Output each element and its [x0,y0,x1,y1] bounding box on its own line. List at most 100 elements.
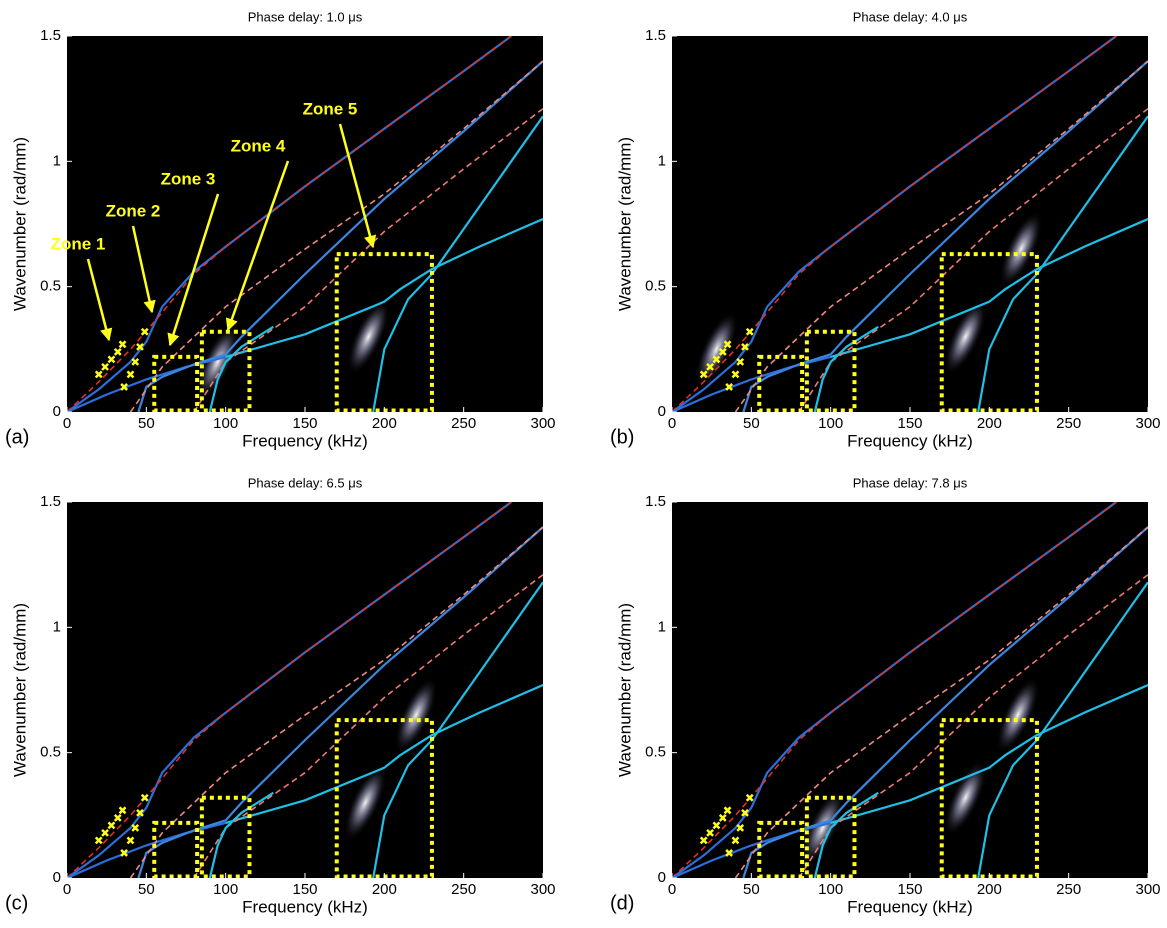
dispersion-curve [129,60,543,412]
y-tick-label: 1 [53,618,61,635]
x-tick-label: 300 [1135,881,1160,898]
y-tick-label: 0.5 [645,744,666,761]
x-tick-label: 250 [1056,881,1081,898]
heatmap-peak [999,210,1043,288]
dispersion-curve [372,115,543,412]
zone-label: Zone 5 [303,99,358,118]
y-tick-label: 0 [53,869,61,886]
x-tick-label: 200 [372,881,397,898]
zone-arrow [225,160,290,332]
zone-marker [745,793,754,802]
dispersion-curve [798,574,1148,878]
zone-marker [723,806,732,815]
plot-background [67,502,543,878]
y-tick-label: 1.5 [645,27,666,44]
dispersion-curve [742,60,1148,412]
zone-marker [699,836,708,845]
zone-marker [718,347,727,356]
x-tick-label: 0 [668,881,676,898]
x-tick-label: 150 [292,881,317,898]
zone-marker [736,823,745,832]
zone-marker [725,383,734,391]
zone-label: Zone 3 [161,169,216,188]
zone-marker [118,806,127,815]
zone-marker [126,836,135,845]
dispersion-curve [129,526,543,878]
chart-title: Phase delay: 6.5 μs [248,475,363,490]
x-tick-label: 300 [530,415,555,432]
dispersion-curve [193,574,543,878]
dispersion-curve [208,791,274,878]
x-tick-label: 150 [292,415,317,432]
dispersion-curve [225,683,543,824]
y-tick-label: 1.5 [40,27,61,44]
zone-marker [94,370,103,379]
zone-marker [101,828,109,837]
chart-title: Phase delay: 7.8 μs [853,475,968,490]
dispersion-curve [813,325,879,412]
dispersion-curve [977,581,1148,878]
zone-arrow [131,225,156,314]
y-axis-label: Wavenumber (rad/mm) [615,137,634,311]
zone-marker [131,823,140,832]
y-tick-label: 0.5 [645,278,666,295]
x-tick-label: 50 [138,881,155,898]
zone-marker [120,383,129,391]
zone-marker [107,821,116,830]
zone-marker [107,355,116,364]
dispersion-curve [67,502,512,878]
y-tick-label: 1.5 [40,493,61,510]
x-tick-label: 0 [668,415,676,432]
plot-background [672,502,1148,878]
y-tick-label: 1 [658,152,666,169]
dispersion-curve [193,108,543,412]
zone-label: Zone 4 [231,136,286,155]
dispersion-curve [830,683,1148,824]
heatmap-peak [195,323,240,401]
x-tick-label: 200 [977,881,1002,898]
x-tick-label: 0 [63,415,71,432]
zone-marker [723,340,732,349]
dispersion-curve [225,217,543,358]
x-axis-label: Frequency (kHz) [242,431,368,450]
x-tick-label: 150 [897,415,922,432]
zone-marker [113,347,122,356]
plot-area [672,502,1148,878]
x-tick-label: 100 [213,415,238,432]
x-tick-label: 0 [63,881,71,898]
dispersion-curve [830,217,1148,358]
heatmap-peak [996,676,1040,754]
zone-marker [118,340,127,349]
zone-marker [706,362,714,371]
dispersion-curve [372,581,543,878]
dispersion-curve [734,526,1148,878]
plot-area [67,36,543,412]
zone-label: Zone 2 [106,201,161,220]
chart-title: Phase delay: 1.0 μs [248,9,363,24]
dispersion-curve [672,502,1117,878]
y-tick-label: 0.5 [40,278,61,295]
x-tick-label: 100 [818,415,843,432]
heatmap-peak [943,298,988,376]
zone-marker [706,828,714,837]
zone-marker [712,355,721,364]
heatmap-peak [694,310,739,388]
dispersion-curve [137,60,543,412]
heatmap-peak [800,789,845,867]
zone-marker [120,849,129,857]
zone-marker [731,370,740,379]
dispersion-curve [742,526,1148,878]
x-axis-label: Frequency (kHz) [847,897,973,916]
zone-marker [731,836,740,845]
x-tick-label: 250 [451,881,476,898]
zone-marker [131,357,140,366]
y-tick-label: 1.5 [645,493,666,510]
y-tick-label: 0 [53,403,61,420]
y-axis-label: Wavenumber (rad/mm) [615,603,634,777]
dispersion-curve [977,115,1148,412]
y-tick-label: 0.5 [40,744,61,761]
zone-marker [718,813,727,822]
heatmap-peak [343,764,388,842]
zone-marker [741,342,749,351]
y-tick-label: 0 [658,869,666,886]
